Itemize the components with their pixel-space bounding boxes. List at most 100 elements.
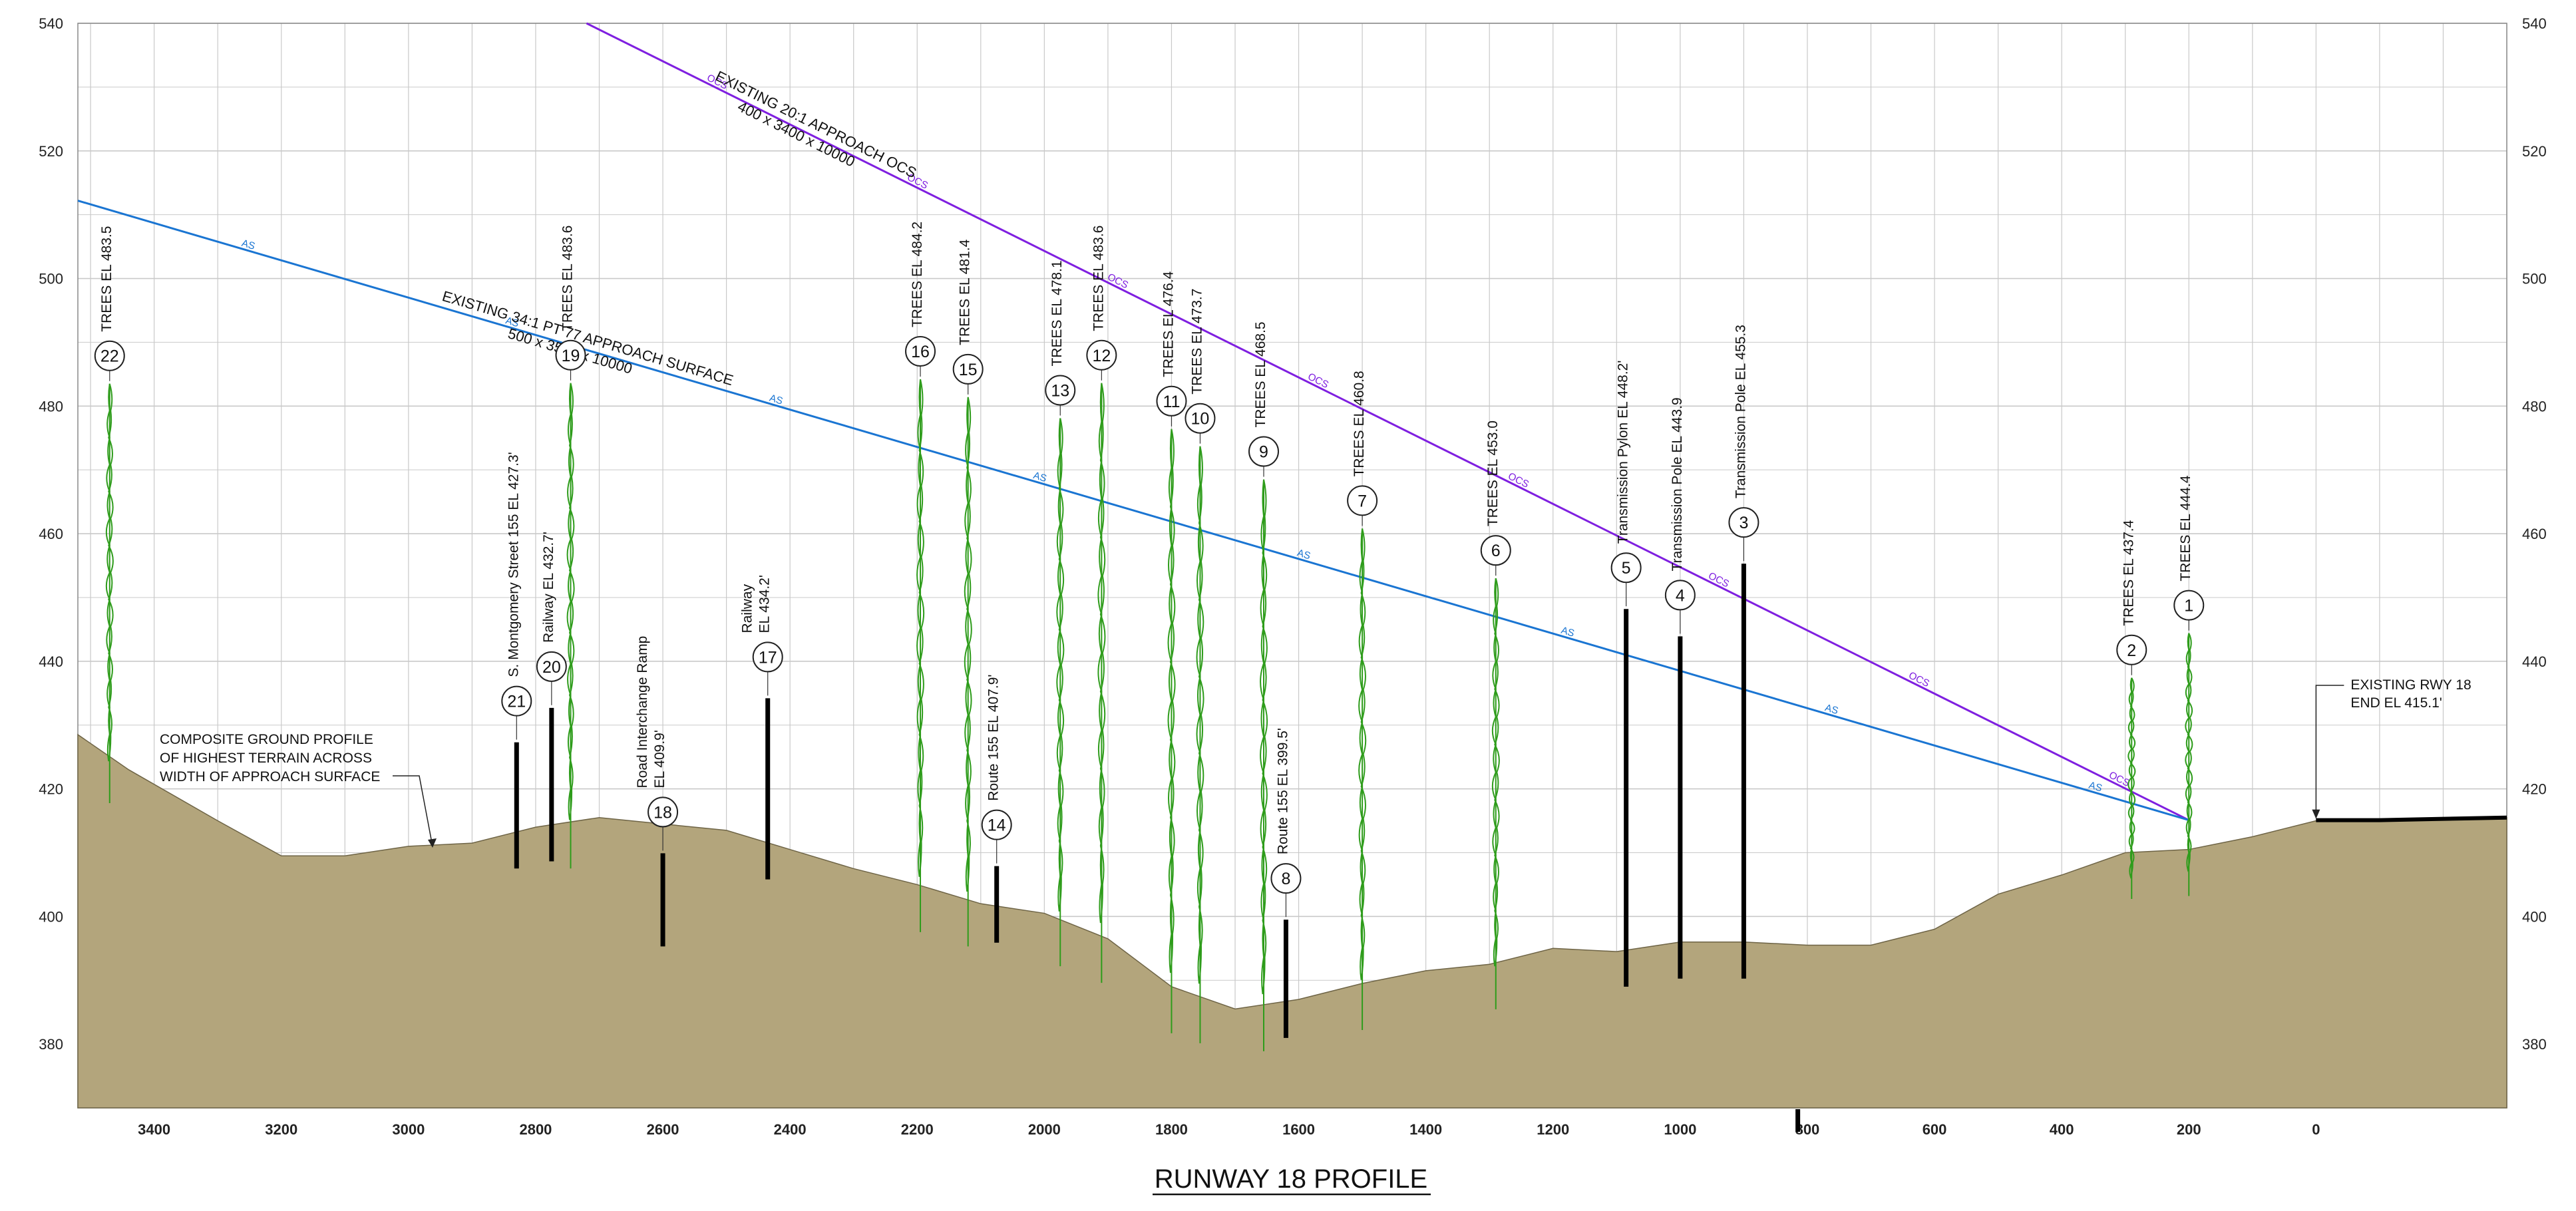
obstacle-label: TREES EL 483.6 (1091, 226, 1106, 331)
obstacle-label: Route 155 EL 407.9' (986, 675, 1002, 801)
obstacles (105, 379, 2193, 1051)
obstacle-number: 15 (959, 361, 978, 379)
obstacle-label: TREES EL 484.2 (910, 222, 925, 327)
as-marker: AS (1296, 547, 1312, 562)
y-tick-label-left: 500 (39, 271, 63, 287)
obstacle-number: 2 (2127, 641, 2136, 660)
ocs-line (586, 22, 2189, 821)
obstacle-label: TREES EL 437.4 (2121, 520, 2136, 625)
obstacle-label: Transmission Pole EL 443.9 (1670, 397, 1685, 571)
obstacle-number-circle (1045, 375, 1076, 406)
obstacle-number: 17 (759, 648, 777, 667)
obstacle-number-circle (1664, 580, 1696, 611)
obstacle-number-circle (1156, 385, 1187, 417)
obstacle-number-circle (1347, 485, 1378, 516)
y-tick-label-right: 440 (2522, 653, 2547, 670)
ocs-label: EXISTING 20:1 APPROACH OCS (713, 67, 919, 181)
obstacle-label: Railway EL 432.7' (541, 532, 556, 643)
x-tick-label: 1400 (1409, 1121, 1442, 1138)
obstacle-label: TREES EL 483.5 (99, 226, 114, 332)
tree-foliage (1491, 578, 1500, 967)
as-marker: AS (1823, 702, 1839, 717)
obstacle-number-circle (94, 340, 125, 371)
ground-profile-note: COMPOSITE GROUND PROFILE (160, 732, 373, 747)
tree-foliage (916, 379, 925, 877)
obstacle-number-circle (1610, 552, 1642, 584)
tree-foliage (1358, 528, 1367, 980)
tree-foliage (1260, 479, 1268, 995)
obstacle-number: 1 (2184, 597, 2193, 615)
tree-foliage (964, 397, 972, 892)
y-tick-label-left: 420 (39, 781, 63, 798)
obstacle-number: 3 (1739, 514, 1748, 532)
x-tick-label: 400 (2050, 1121, 2074, 1138)
x-tick-label: 2800 (519, 1121, 552, 1138)
obstacle-number-circle (1728, 507, 1759, 538)
obstacle-label: TREES EL 460.8 (1352, 371, 1367, 476)
obstacle-label: TREES EL 483.6 (560, 226, 576, 331)
obstacle-label: Route 155 EL 399.5' (1275, 728, 1290, 854)
obstacle-label: EL 409.9' (652, 730, 667, 788)
obstacle-number-circle (1086, 339, 1117, 371)
obstacle-label: Railway (740, 584, 755, 633)
y-tick-label-left: 520 (39, 143, 63, 160)
y-tick-label-right: 540 (2522, 15, 2547, 32)
tree-foliage (2185, 633, 2193, 872)
obstacle-number: 8 (1281, 870, 1290, 888)
tree-foliage (1196, 446, 1204, 984)
x-tick-label: 2200 (901, 1121, 934, 1138)
obstacle-label: TREES EL 444.4 (2178, 475, 2193, 581)
obstacle-number-circle (647, 796, 679, 828)
drawing-title: RUNWAY 18 PROFILE (1155, 1164, 1427, 1194)
obstacle-number-circle (905, 336, 936, 367)
obstacle-label: Transmission Pole EL 455.3 (1733, 325, 1748, 498)
as-marker: AS (1560, 625, 1576, 639)
as-label: EXISTING 34:1 PT 77 APPROACH SURFACE (441, 287, 735, 389)
runway-end-elevation: END EL 415.1' (2350, 695, 2442, 711)
obstacle-label: TREES EL 453.0 (1485, 421, 1501, 526)
obstacle-number: 16 (911, 343, 930, 361)
obstacle-number: 14 (988, 816, 1006, 835)
obstacle-number-circle (536, 651, 567, 682)
y-tick-label-left: 460 (39, 526, 63, 542)
ground-profile-note: OF HIGHEST TERRAIN ACROSS (160, 751, 372, 766)
x-tick-label: 3200 (265, 1121, 297, 1138)
as-marker: AS (504, 315, 520, 329)
obstacle-number: 5 (1622, 559, 1631, 578)
obstacle-number: 12 (1092, 347, 1111, 365)
tree-foliage (1167, 429, 1176, 973)
y-tick-label-right: 400 (2522, 908, 2547, 925)
y-tick-label-left: 540 (39, 15, 63, 32)
as-marker: AS (2088, 780, 2104, 794)
obstacle-label: TREES EL 481.4 (958, 239, 973, 345)
obstacle-number-circle (555, 339, 586, 371)
obstacle-label: Transmission Pylon EL 448.2' (1616, 361, 1631, 544)
y-tick-label-left: 480 (39, 398, 63, 415)
obstacle-number: 9 (1259, 443, 1268, 462)
ground-terrain (77, 733, 2507, 1109)
obstacle-number-circle (1248, 436, 1280, 467)
y-tick-label-left: 440 (39, 653, 63, 670)
y-tick-label-right: 520 (2522, 143, 2547, 160)
obstacle-number-circle (981, 809, 1012, 840)
obstacle-number-circle (501, 685, 532, 717)
obstacle-number: 21 (507, 693, 526, 711)
obstacle-label: TREES EL 476.4 (1161, 271, 1176, 377)
obstacle-number-circle (1480, 535, 1511, 566)
obstacle-number-circle (1185, 403, 1216, 434)
obstacle-number: 4 (1676, 586, 1685, 605)
obstacle-number: 19 (562, 347, 580, 365)
y-tick-label-right: 420 (2522, 781, 2547, 798)
y-tick-label-right: 460 (2522, 526, 2547, 542)
y-tick-label-left: 400 (39, 908, 63, 925)
y-tick-label-right: 480 (2522, 398, 2547, 415)
obstacle-number: 6 (1491, 542, 1501, 560)
obstacle-label: TREES EL 473.7 (1189, 289, 1204, 395)
tree-foliage (1097, 383, 1106, 924)
ground-profile (77, 733, 2507, 1109)
as-line (77, 200, 2189, 822)
